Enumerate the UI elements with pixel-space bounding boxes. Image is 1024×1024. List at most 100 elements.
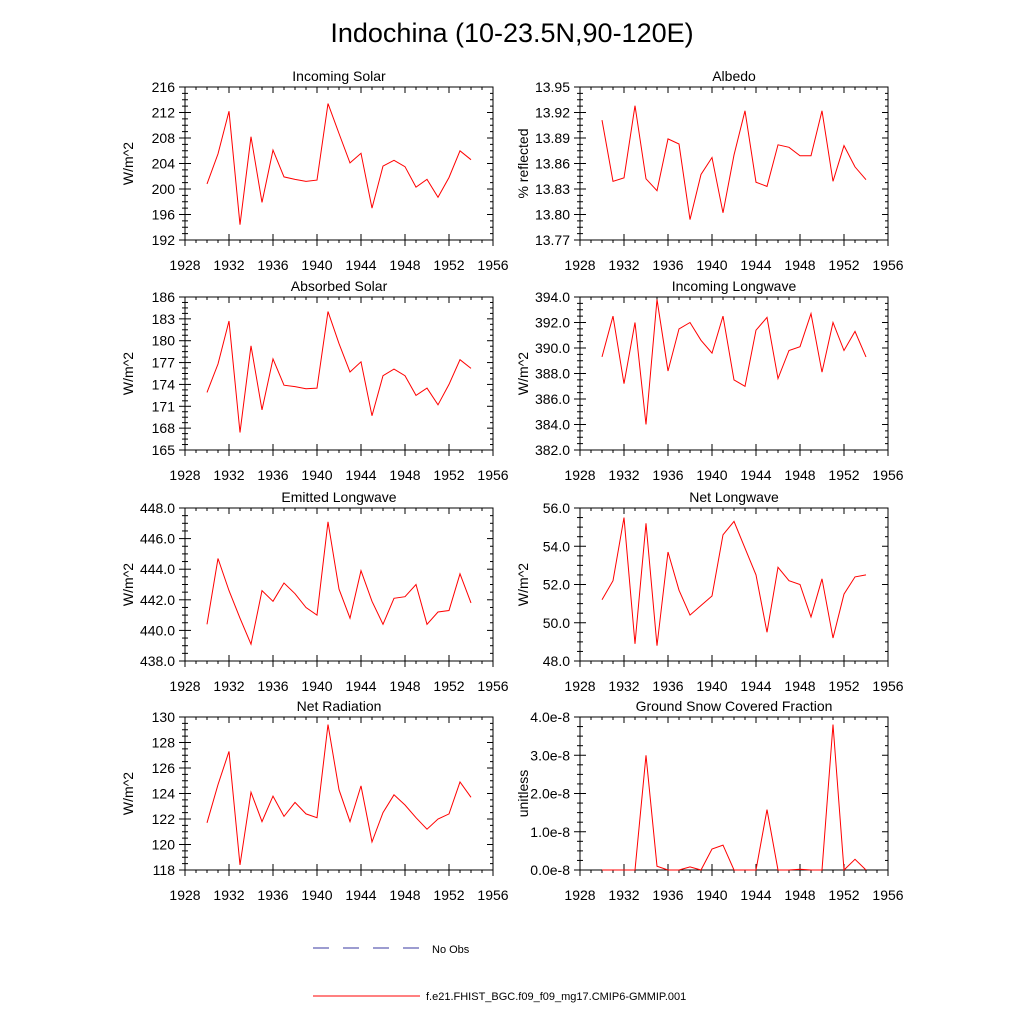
series-line <box>601 517 867 646</box>
x-tick-label: 1944 <box>740 257 771 273</box>
y-tick-label: 165 <box>152 442 176 458</box>
series-line <box>601 299 867 425</box>
x-tick-label: 1944 <box>345 467 376 483</box>
x-tick-label: 1952 <box>433 257 464 273</box>
x-tick-label: 1936 <box>652 887 683 903</box>
y-tick-label: 384.0 <box>535 417 570 433</box>
x-tick-label: 1952 <box>433 467 464 483</box>
x-tick-label: 1944 <box>345 257 376 273</box>
panels: Incoming Solar W/m^2 192 196 200 204 208 212 216… <box>120 68 904 903</box>
x-tick-label: 1944 <box>345 887 376 903</box>
x-tick-label: 1936 <box>652 467 683 483</box>
x-tick-label: 1944 <box>345 678 376 694</box>
x-tick-label: 1948 <box>389 467 420 483</box>
y-axis-label: unitless <box>515 770 531 817</box>
y-tick-label: 171 <box>152 398 176 414</box>
panel-1: Incoming Solar W/m^2 192 196 200 204 208 212 216… <box>120 68 509 273</box>
y-axis-label: W/m^2 <box>515 352 531 395</box>
x-tick-label: 1956 <box>872 257 903 273</box>
panel-title: Net Radiation <box>297 698 382 714</box>
y-tick-label: 4.0e-8 <box>530 709 570 725</box>
x-tick-label: 1956 <box>477 887 508 903</box>
series-line <box>206 521 472 646</box>
y-tick-label: 130 <box>152 709 176 725</box>
x-tick-label: 1928 <box>169 887 200 903</box>
x-tick-label: 1956 <box>872 678 903 694</box>
y-tick-label: 120 <box>152 837 176 853</box>
y-tick-label: 386.0 <box>535 391 570 407</box>
y-tick-label: 204 <box>152 156 176 172</box>
y-tick-label: 1.0e-8 <box>530 824 570 840</box>
x-tick-label: 1936 <box>257 257 288 273</box>
y-tick-label: 212 <box>152 105 176 121</box>
x-tick-label: 1932 <box>213 257 244 273</box>
x-tick-label: 1944 <box>740 887 771 903</box>
legend-label-no-obs: No Obs <box>432 944 470 956</box>
y-tick-label: 126 <box>152 760 176 776</box>
y-tick-label: 13.83 <box>535 181 570 197</box>
y-tick-label: 52.0 <box>543 577 570 593</box>
x-tick-label: 1932 <box>213 887 244 903</box>
y-tick-label: 13.95 <box>535 79 570 95</box>
x-tick-label: 1928 <box>564 678 595 694</box>
x-tick-label: 1948 <box>389 678 420 694</box>
series-line <box>206 724 472 865</box>
y-tick-label: 382.0 <box>535 442 570 458</box>
x-tick-label: 1956 <box>872 887 903 903</box>
plot-frame <box>184 86 494 241</box>
y-tick-label: 186 <box>152 289 176 305</box>
panel-6: Net Longwave W/m^2 48.0 50.0 52.0 54.0 56.0 192… <box>515 489 904 694</box>
x-tick-label: 1948 <box>389 887 420 903</box>
plot-frame <box>579 507 889 662</box>
plot-frame <box>184 716 494 871</box>
y-tick-label: 128 <box>152 735 176 751</box>
x-tick-label: 1956 <box>477 678 508 694</box>
plot-frame <box>184 296 494 451</box>
y-tick-label: 54.0 <box>543 538 570 554</box>
panel-title: Emitted Longwave <box>281 489 396 505</box>
x-tick-label: 1940 <box>301 887 332 903</box>
x-tick-label: 1936 <box>257 678 288 694</box>
y-axis-label: W/m^2 <box>120 352 136 395</box>
y-tick-label: 438.0 <box>140 653 175 669</box>
y-axis-label: % reflected <box>515 128 531 198</box>
x-tick-label: 1952 <box>828 678 859 694</box>
y-tick-label: 394.0 <box>535 289 570 305</box>
x-tick-label: 1952 <box>828 467 859 483</box>
panel-title: Absorbed Solar <box>291 278 388 294</box>
x-tick-label: 1940 <box>696 678 727 694</box>
x-tick-label: 1932 <box>608 678 639 694</box>
y-tick-label: 124 <box>152 786 176 802</box>
x-tick-label: 1928 <box>169 678 200 694</box>
y-tick-label: 50.0 <box>543 615 570 631</box>
y-axis-label: W/m^2 <box>120 772 136 815</box>
x-tick-label: 1928 <box>169 467 200 483</box>
panel-7: Net Radiation W/m^2 118 120 122 124 126 128 130 1… <box>120 698 509 903</box>
y-axis-label: W/m^2 <box>120 563 136 606</box>
plot-frame <box>184 507 494 662</box>
y-tick-label: 392.0 <box>535 315 570 331</box>
y-tick-label: 388.0 <box>535 366 570 382</box>
y-tick-label: 13.92 <box>535 105 570 121</box>
y-tick-label: 177 <box>152 355 176 371</box>
series-line <box>601 105 867 220</box>
x-tick-label: 1948 <box>784 887 815 903</box>
x-tick-label: 1936 <box>652 678 683 694</box>
y-tick-label: 0.0e-8 <box>530 862 570 878</box>
y-tick-label: 196 <box>152 207 176 223</box>
y-tick-label: 13.86 <box>535 156 570 172</box>
y-tick-label: 183 <box>152 311 176 327</box>
x-tick-label: 1948 <box>784 467 815 483</box>
panel-title: Net Longwave <box>689 489 779 505</box>
y-tick-label: 13.89 <box>535 130 570 146</box>
x-tick-label: 1940 <box>301 678 332 694</box>
x-tick-label: 1928 <box>564 887 595 903</box>
x-tick-label: 1940 <box>696 887 727 903</box>
y-tick-label: 2.0e-8 <box>530 786 570 802</box>
y-tick-label: 13.80 <box>535 207 570 223</box>
panel-3: Absorbed Solar W/m^2 165 168 171 174 177 180 183… <box>120 278 509 483</box>
y-tick-label: 56.0 <box>543 500 570 516</box>
y-tick-label: 192 <box>152 232 176 248</box>
x-tick-label: 1952 <box>828 257 859 273</box>
